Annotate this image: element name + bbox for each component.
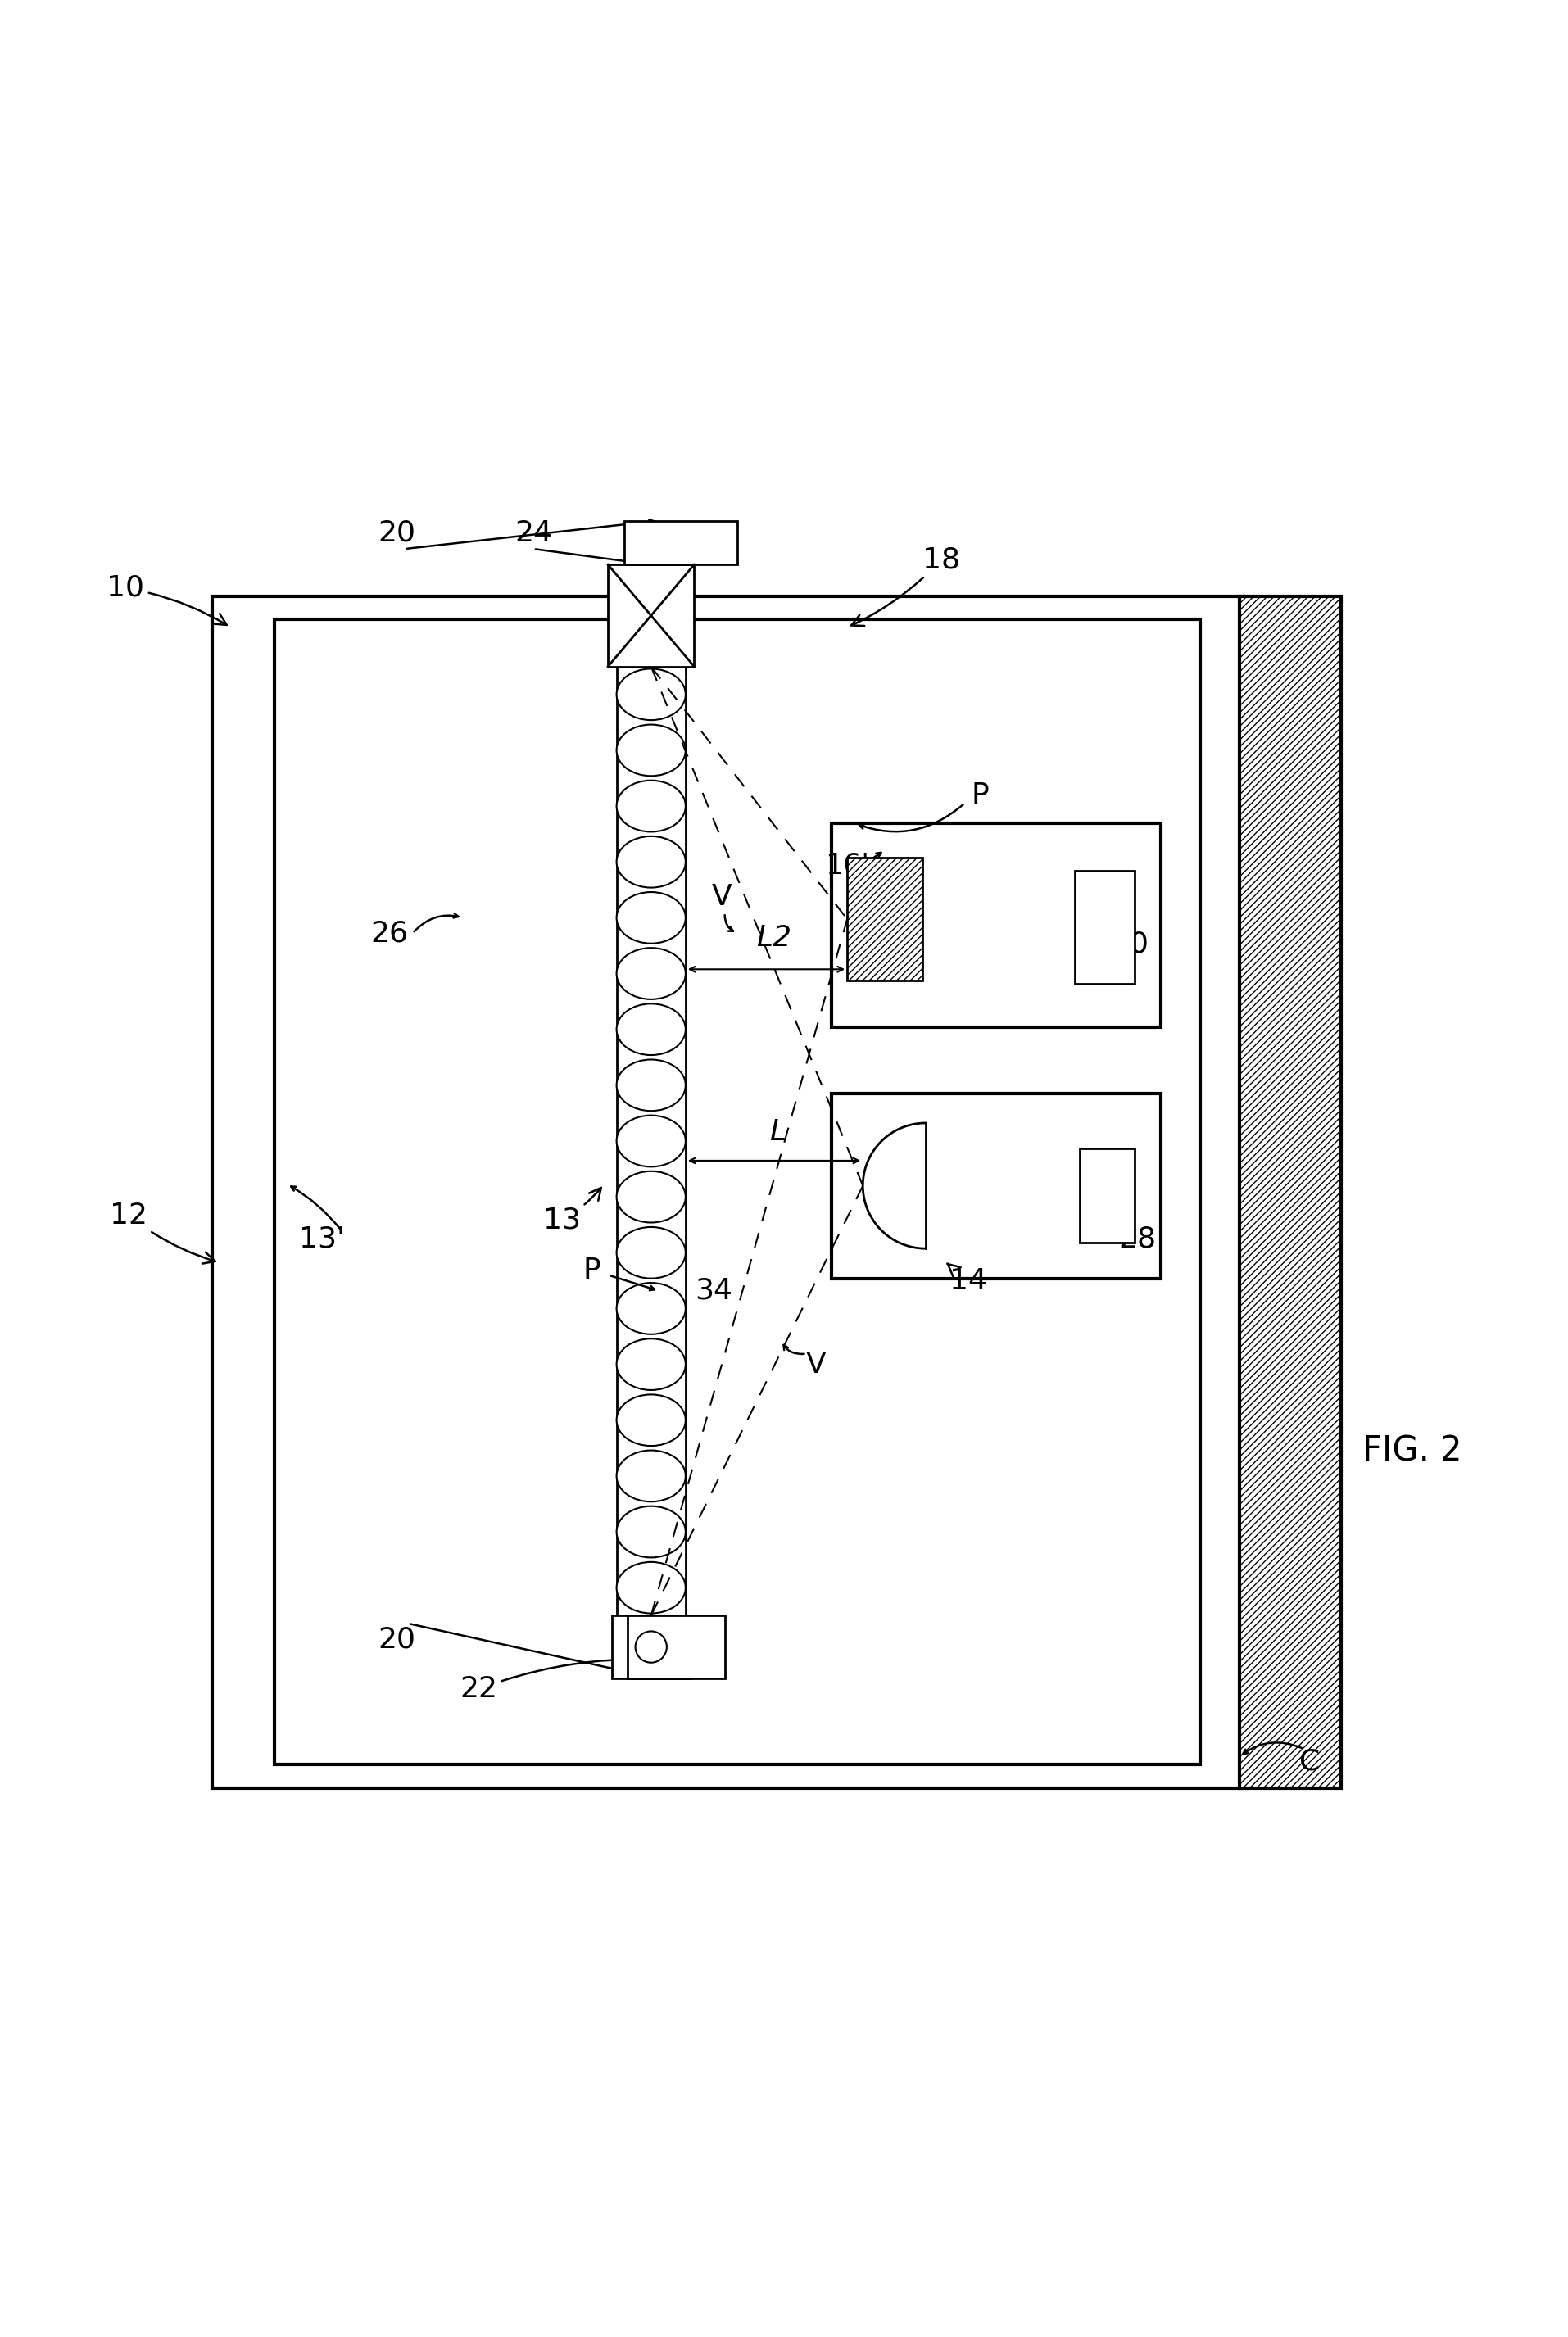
Ellipse shape	[616, 724, 685, 776]
Text: 34: 34	[695, 1276, 732, 1304]
Text: 12: 12	[110, 1201, 215, 1264]
Ellipse shape	[616, 1059, 685, 1110]
Text: P: P	[971, 781, 989, 809]
Text: 13': 13'	[298, 1225, 345, 1253]
Ellipse shape	[616, 1339, 685, 1391]
Bar	[1074, 869, 1134, 984]
Ellipse shape	[616, 1171, 685, 1222]
Bar	[831, 1094, 1160, 1278]
Ellipse shape	[616, 668, 685, 720]
Text: P: P	[582, 1257, 601, 1285]
Ellipse shape	[616, 893, 685, 944]
Bar	[1239, 596, 1341, 1788]
Text: V: V	[806, 1351, 825, 1379]
Ellipse shape	[616, 1115, 685, 1166]
Bar	[831, 823, 1160, 1028]
Bar	[607, 566, 693, 666]
Text: 20: 20	[378, 1624, 416, 1652]
Circle shape	[635, 1631, 666, 1662]
Bar	[627, 1615, 724, 1678]
Bar	[624, 521, 737, 566]
Text: 14: 14	[947, 1264, 986, 1295]
Ellipse shape	[616, 1227, 685, 1278]
Ellipse shape	[616, 781, 685, 832]
Bar	[212, 596, 1247, 1788]
Text: 24: 24	[514, 519, 552, 547]
Text: V: V	[712, 883, 731, 911]
Text: 30: 30	[1085, 928, 1148, 958]
Bar	[847, 858, 922, 979]
Ellipse shape	[616, 1395, 685, 1447]
Text: 28: 28	[1088, 1199, 1156, 1253]
Text: 13: 13	[543, 1187, 601, 1234]
Ellipse shape	[616, 1283, 685, 1334]
Polygon shape	[862, 1124, 925, 1248]
Bar	[1079, 1147, 1134, 1243]
Text: C: C	[1298, 1748, 1320, 1776]
Text: 16': 16'	[825, 851, 869, 879]
Text: 22: 22	[459, 1652, 646, 1704]
Ellipse shape	[616, 1451, 685, 1503]
Text: 26: 26	[370, 918, 408, 946]
Ellipse shape	[616, 1505, 685, 1556]
Text: 10: 10	[107, 575, 227, 624]
Text: 16: 16	[859, 883, 897, 911]
Bar	[612, 1615, 690, 1678]
Text: FIG. 2: FIG. 2	[1361, 1433, 1461, 1468]
Text: L: L	[768, 1119, 786, 1147]
Text: 20: 20	[378, 519, 416, 547]
Bar	[274, 619, 1200, 1764]
Ellipse shape	[616, 837, 685, 888]
Text: 18: 18	[851, 547, 960, 626]
Text: L2: L2	[756, 923, 792, 951]
Ellipse shape	[616, 1561, 685, 1613]
Ellipse shape	[616, 949, 685, 1000]
Ellipse shape	[616, 1003, 685, 1054]
